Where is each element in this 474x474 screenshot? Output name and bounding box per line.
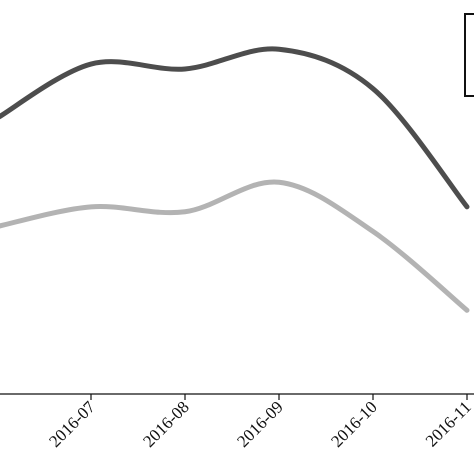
series-line-1 [0, 46, 470, 210]
x-axis-ticks: 2016-07 2016-08 2016-09 2016-10 2016-11 [45, 394, 474, 451]
x-tick-label: 2016-10 [327, 397, 381, 451]
x-tick-label: 2016-08 [139, 397, 193, 451]
x-tick-label: 2016-07 [45, 397, 99, 451]
x-tick-label: 2016-09 [233, 397, 287, 451]
legend-box [464, 13, 474, 97]
x-tick-label: 2016-11 [422, 397, 474, 450]
series-layer [0, 46, 470, 313]
series-line-2 [0, 179, 470, 313]
